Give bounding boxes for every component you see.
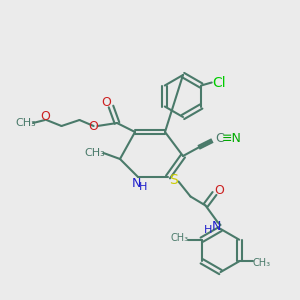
Text: O: O — [89, 119, 98, 133]
Text: H: H — [139, 182, 148, 193]
Text: S: S — [169, 173, 178, 187]
Text: N: N — [211, 220, 221, 233]
Text: ≡N: ≡N — [222, 132, 242, 146]
Text: N: N — [132, 177, 141, 190]
Text: CH₃: CH₃ — [253, 258, 271, 268]
Text: CH₃: CH₃ — [84, 148, 105, 158]
Text: O: O — [40, 110, 50, 123]
Text: C: C — [215, 132, 224, 146]
Text: O: O — [214, 184, 224, 197]
Text: H: H — [204, 225, 213, 236]
Text: O: O — [102, 96, 111, 109]
Text: Cl: Cl — [212, 76, 226, 89]
Text: CH₃: CH₃ — [15, 118, 36, 128]
Text: CH₃: CH₃ — [170, 233, 188, 243]
